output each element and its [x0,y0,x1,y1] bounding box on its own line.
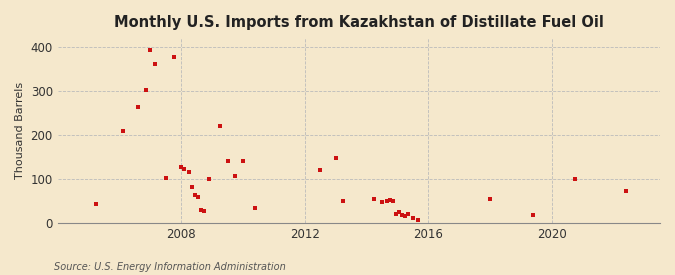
Point [199,208,210,213]
Point [161,176,171,181]
Point [528,213,539,217]
Point [230,174,241,178]
Point [377,200,387,204]
Y-axis label: Thousand Barrels: Thousand Barrels [15,82,25,179]
Point [408,216,418,221]
Point [168,55,179,59]
Text: Source: U.S. Energy Information Administration: Source: U.S. Energy Information Administ… [54,262,286,272]
Point [179,167,190,171]
Point [250,206,261,211]
Point [91,202,102,207]
Point [145,48,156,52]
Point [117,129,128,134]
Point [238,159,248,164]
Point [397,213,408,217]
Point [132,105,143,109]
Point [620,189,631,193]
Point [222,159,233,164]
Point [384,198,395,202]
Point [381,199,392,203]
Point [204,177,215,181]
Point [412,218,423,222]
Point [176,164,186,169]
Point [186,185,197,189]
Point [215,124,225,128]
Point [394,210,404,214]
Point [485,197,495,201]
Point [196,208,207,212]
Point [403,212,414,216]
Point [391,212,402,216]
Point [190,193,200,197]
Point [315,168,325,172]
Title: Monthly U.S. Imports from Kazakhstan of Distillate Fuel Oil: Monthly U.S. Imports from Kazakhstan of … [114,15,603,30]
Point [184,170,194,174]
Point [150,61,161,66]
Point [193,195,204,200]
Point [338,199,349,203]
Point [330,156,341,160]
Point [140,88,151,92]
Point [400,214,410,219]
Point [570,177,580,181]
Point [369,197,379,201]
Point [387,199,398,203]
